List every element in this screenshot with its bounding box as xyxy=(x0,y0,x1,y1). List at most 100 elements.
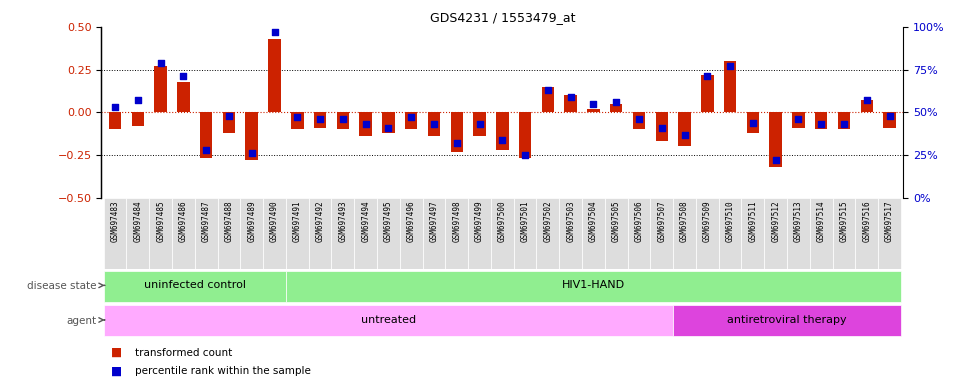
Bar xyxy=(764,198,787,269)
Point xyxy=(768,157,783,163)
Bar xyxy=(469,198,491,269)
Text: GSM697493: GSM697493 xyxy=(338,200,348,242)
Text: ■: ■ xyxy=(111,364,123,377)
Bar xyxy=(422,198,445,269)
Bar xyxy=(719,198,742,269)
Bar xyxy=(263,198,286,269)
Point xyxy=(153,60,168,66)
Bar xyxy=(473,112,486,136)
Point xyxy=(882,113,897,119)
Text: transformed count: transformed count xyxy=(135,348,233,358)
Point xyxy=(585,101,601,107)
Point xyxy=(176,73,191,79)
Bar xyxy=(673,305,901,336)
Bar xyxy=(519,112,531,159)
Bar xyxy=(177,81,189,112)
Bar xyxy=(497,112,508,150)
Bar xyxy=(883,112,895,128)
Bar xyxy=(405,112,417,129)
Text: ■: ■ xyxy=(111,346,123,359)
Bar xyxy=(861,100,873,112)
Text: GSM697510: GSM697510 xyxy=(725,200,734,242)
Bar xyxy=(792,112,805,128)
Bar xyxy=(701,75,714,112)
Bar xyxy=(678,112,691,146)
Text: GSM697513: GSM697513 xyxy=(794,200,803,242)
Bar xyxy=(400,198,422,269)
Point xyxy=(859,97,874,103)
Text: GSM697503: GSM697503 xyxy=(566,200,575,242)
Bar xyxy=(564,95,577,112)
Text: GSM697501: GSM697501 xyxy=(521,200,529,242)
Bar xyxy=(724,61,736,112)
Bar xyxy=(172,198,195,269)
Bar xyxy=(445,198,469,269)
Bar xyxy=(109,112,122,129)
Point xyxy=(404,114,419,121)
Text: GSM697495: GSM697495 xyxy=(384,200,393,242)
Bar xyxy=(291,112,303,129)
Text: GSM697488: GSM697488 xyxy=(224,200,234,242)
Bar xyxy=(383,112,395,133)
Bar xyxy=(103,271,286,302)
Point xyxy=(495,137,510,143)
Bar xyxy=(131,112,144,126)
Text: agent: agent xyxy=(67,316,97,326)
Point xyxy=(381,125,396,131)
Point xyxy=(837,121,852,127)
Bar xyxy=(377,198,400,269)
Bar xyxy=(286,271,901,302)
Point xyxy=(267,29,282,35)
Text: HIV1-HAND: HIV1-HAND xyxy=(562,280,625,290)
Point xyxy=(813,121,829,127)
Text: GSM697487: GSM697487 xyxy=(202,200,211,242)
Point xyxy=(791,116,807,122)
Bar xyxy=(286,198,309,269)
Point xyxy=(745,119,760,126)
Bar xyxy=(491,198,514,269)
Bar xyxy=(787,198,810,269)
Text: GSM697497: GSM697497 xyxy=(430,200,439,242)
Text: GSM697499: GSM697499 xyxy=(475,200,484,242)
Bar xyxy=(878,198,901,269)
Text: GSM697485: GSM697485 xyxy=(156,200,165,242)
Point xyxy=(563,94,579,100)
Bar xyxy=(359,112,372,136)
Text: GSM697509: GSM697509 xyxy=(703,200,712,242)
Text: GSM697500: GSM697500 xyxy=(497,200,507,242)
Bar xyxy=(428,112,440,136)
Bar xyxy=(838,112,850,129)
Bar xyxy=(103,198,127,269)
Bar xyxy=(628,198,650,269)
Bar xyxy=(355,198,377,269)
Bar xyxy=(155,66,167,112)
Bar xyxy=(314,112,327,128)
Point xyxy=(471,121,487,127)
Text: GSM697511: GSM697511 xyxy=(749,200,757,242)
Point xyxy=(198,147,213,153)
Bar xyxy=(245,112,258,160)
Bar xyxy=(587,109,600,112)
Bar xyxy=(309,198,331,269)
Bar xyxy=(269,39,281,112)
Bar xyxy=(582,198,605,269)
Point xyxy=(130,97,146,103)
Text: GSM697490: GSM697490 xyxy=(270,200,279,242)
Bar xyxy=(336,112,349,129)
Bar xyxy=(200,112,213,159)
Text: GSM697498: GSM697498 xyxy=(452,200,461,242)
Text: percentile rank within the sample: percentile rank within the sample xyxy=(135,366,311,376)
Text: GSM697512: GSM697512 xyxy=(771,200,781,242)
Text: untreated: untreated xyxy=(361,315,416,325)
Point xyxy=(312,116,327,122)
Bar xyxy=(673,198,696,269)
Text: antiretroviral therapy: antiretroviral therapy xyxy=(727,315,847,325)
Text: GSM697494: GSM697494 xyxy=(361,200,370,242)
Text: GSM697486: GSM697486 xyxy=(179,200,188,242)
Point xyxy=(335,116,351,122)
Point xyxy=(426,121,441,127)
Bar xyxy=(150,198,172,269)
Bar xyxy=(633,112,645,129)
Point xyxy=(290,114,305,121)
Bar xyxy=(650,198,673,269)
